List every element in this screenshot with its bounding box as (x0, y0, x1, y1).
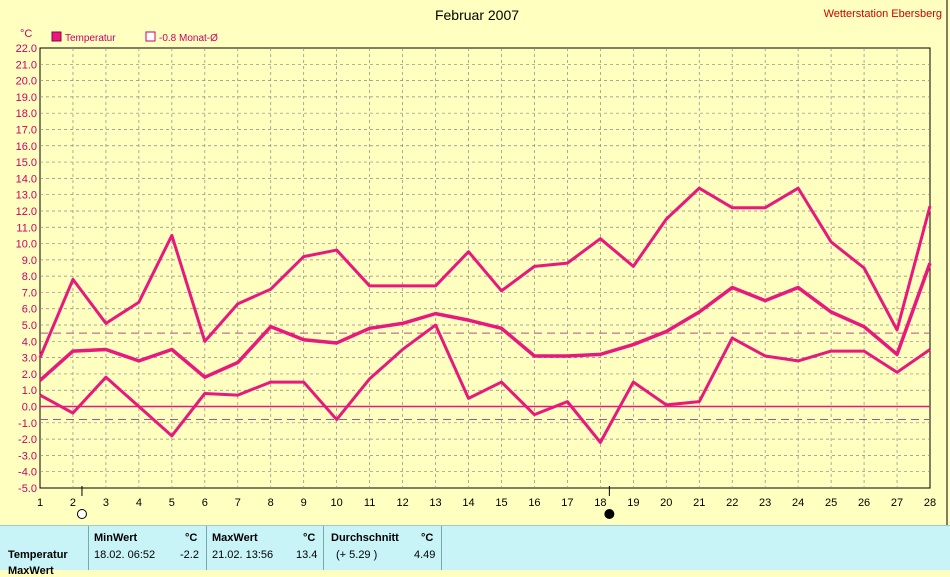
avg-value: 4.49 (414, 549, 436, 561)
legend-average-swatch (145, 31, 156, 42)
x-tick-label: 26 (858, 497, 870, 509)
chart-title: Februar 2007 (435, 7, 519, 23)
station-name: Wetterstation Ebersberg (824, 8, 942, 20)
y-tick-label: 12.0 (16, 206, 37, 218)
series-line-min (39, 323, 931, 444)
x-tick-label: 21 (693, 497, 705, 509)
x-tick-label: 17 (561, 497, 573, 509)
y-tick-label: 17.0 (16, 124, 37, 136)
panel-divider (441, 526, 442, 570)
y-tick-label: 10.0 (16, 239, 37, 251)
temperature-chart: Februar 2007 Wetterstation Ebersberg °C … (16, 0, 948, 525)
y-tick-label: 13.0 (16, 190, 37, 202)
y-tick-label: 5.0 (22, 320, 37, 332)
x-tick-label: 18 (594, 497, 606, 509)
legend-temperature-label: Temperatur (65, 33, 116, 44)
y-tick-label: 1.0 (22, 385, 37, 397)
x-tick-label: 15 (495, 497, 507, 509)
series-lines (38, 186, 932, 444)
y-tick-label: 2.0 (22, 369, 37, 381)
avg-header: Durchschnitt (331, 532, 399, 544)
y-tick-label: 14.0 (16, 173, 37, 185)
y-tick-label: -3.0 (18, 450, 37, 462)
x-tick-label: 22 (726, 497, 738, 509)
min-value: -2.2 (180, 549, 199, 561)
stats-row-label-2: MaxWert (8, 565, 54, 577)
legend-temperature-swatch (51, 31, 62, 42)
reference-lines (40, 332, 930, 421)
x-tick-label: 5 (169, 497, 175, 509)
full-moon-icon (76, 509, 87, 519)
y-tick-label: -1.0 (18, 418, 37, 430)
moon-phases (76, 486, 615, 519)
y-tick-label: 16.0 (16, 141, 37, 153)
x-tick-label: 6 (202, 497, 208, 509)
y-tick-label: 15.0 (16, 157, 37, 169)
y-tick-label: 4.0 (22, 336, 37, 348)
x-tick-label: 12 (396, 497, 408, 509)
x-tick-label: 8 (268, 497, 274, 509)
x-tick-label: 11 (364, 497, 375, 509)
y-tick-label: 0.0 (22, 402, 37, 414)
x-tick-label: 9 (301, 497, 307, 509)
y-tick-label: 9.0 (22, 255, 37, 267)
x-tick-label: 7 (235, 497, 241, 509)
statistics-panel: Temperatur MaxWert MinWert °C 18.02. 06:… (0, 525, 950, 577)
y-tick-label: 20.0 (16, 76, 37, 88)
x-tick-label: 1 (37, 497, 43, 509)
avg-unit: °C (421, 532, 434, 544)
x-tick-label: 16 (528, 497, 540, 509)
y-tick-label: -4.0 (18, 467, 37, 479)
avg-delta: (+ 5.29 ) (336, 549, 378, 561)
panel-divider (323, 526, 324, 570)
x-axis-ticks: 1 2 3 4 5 6 7 8 9 10 11 12 13 14 15 16 17 18 19 20 21 22 23 24 2… (37, 497, 936, 509)
series-line-max (38, 186, 932, 359)
x-tick-label: 23 (759, 497, 771, 509)
x-tick-label: 28 (924, 497, 936, 509)
x-tick-label: 4 (136, 497, 142, 509)
x-tick-label: 10 (331, 497, 343, 509)
max-header: MaxWert (212, 532, 258, 544)
x-tick-label: 13 (429, 497, 441, 509)
stats-row-label: Temperatur (8, 549, 68, 561)
y-axis-ticks: 22.0 21.0 20.0 19.0 18.0 17.0 16.0 15.0 14.0 13.0… (16, 43, 37, 495)
x-tick-label: 3 (103, 497, 109, 509)
min-header: MinWert (94, 532, 138, 544)
y-tick-label: 6.0 (22, 304, 37, 316)
y-tick-label: 19.0 (16, 92, 37, 104)
y-tick-label: 7.0 (22, 287, 37, 299)
panel-divider (206, 526, 207, 570)
max-value: 13.4 (296, 549, 318, 561)
legend-average-label: -0.8 Monat-Ø (159, 33, 218, 44)
min-unit: °C (185, 532, 198, 544)
y-tick-label: 8.0 (22, 271, 37, 283)
x-tick-label: 20 (660, 497, 672, 509)
x-tick-label: 24 (792, 497, 804, 509)
x-tick-label: 14 (462, 497, 474, 509)
grid (39, 0, 948, 525)
x-tick-label: 27 (891, 497, 903, 509)
y-axis-unit: °C (20, 28, 32, 40)
y-tick-label: -5.0 (18, 483, 37, 495)
x-tick-label: 2 (70, 497, 76, 509)
x-tick-label: 25 (825, 497, 837, 509)
y-tick-label: -2.0 (18, 434, 37, 446)
series-line-mean (38, 262, 932, 382)
y-tick-label: 18.0 (16, 108, 37, 120)
y-tick-label: 11.0 (16, 222, 37, 234)
new-moon-icon (604, 509, 615, 519)
panel-divider (88, 526, 89, 570)
max-unit: °C (303, 532, 316, 544)
min-time: 18.02. 06:52 (94, 549, 156, 561)
y-tick-label: 22.0 (16, 43, 37, 55)
chart-area: Februar 2007 Wetterstation Ebersberg °C … (16, 0, 948, 525)
plot-frame (39, 47, 931, 489)
y-tick-label: 21.0 (16, 59, 37, 71)
x-tick-label: 19 (627, 497, 639, 509)
max-time: 21.02. 13:56 (212, 549, 274, 561)
y-tick-label: 3.0 (22, 353, 37, 365)
